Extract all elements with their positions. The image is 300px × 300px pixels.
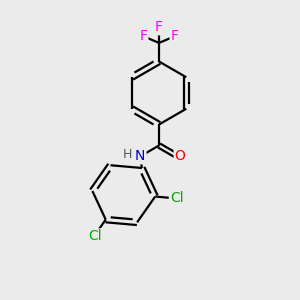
Text: O: O [175,149,185,163]
Text: H: H [123,148,132,161]
Text: Cl: Cl [170,190,184,205]
Text: F: F [171,29,178,43]
Text: N: N [135,149,146,163]
Text: Cl: Cl [88,229,102,243]
Text: F: F [140,29,147,43]
Text: F: F [155,20,163,34]
